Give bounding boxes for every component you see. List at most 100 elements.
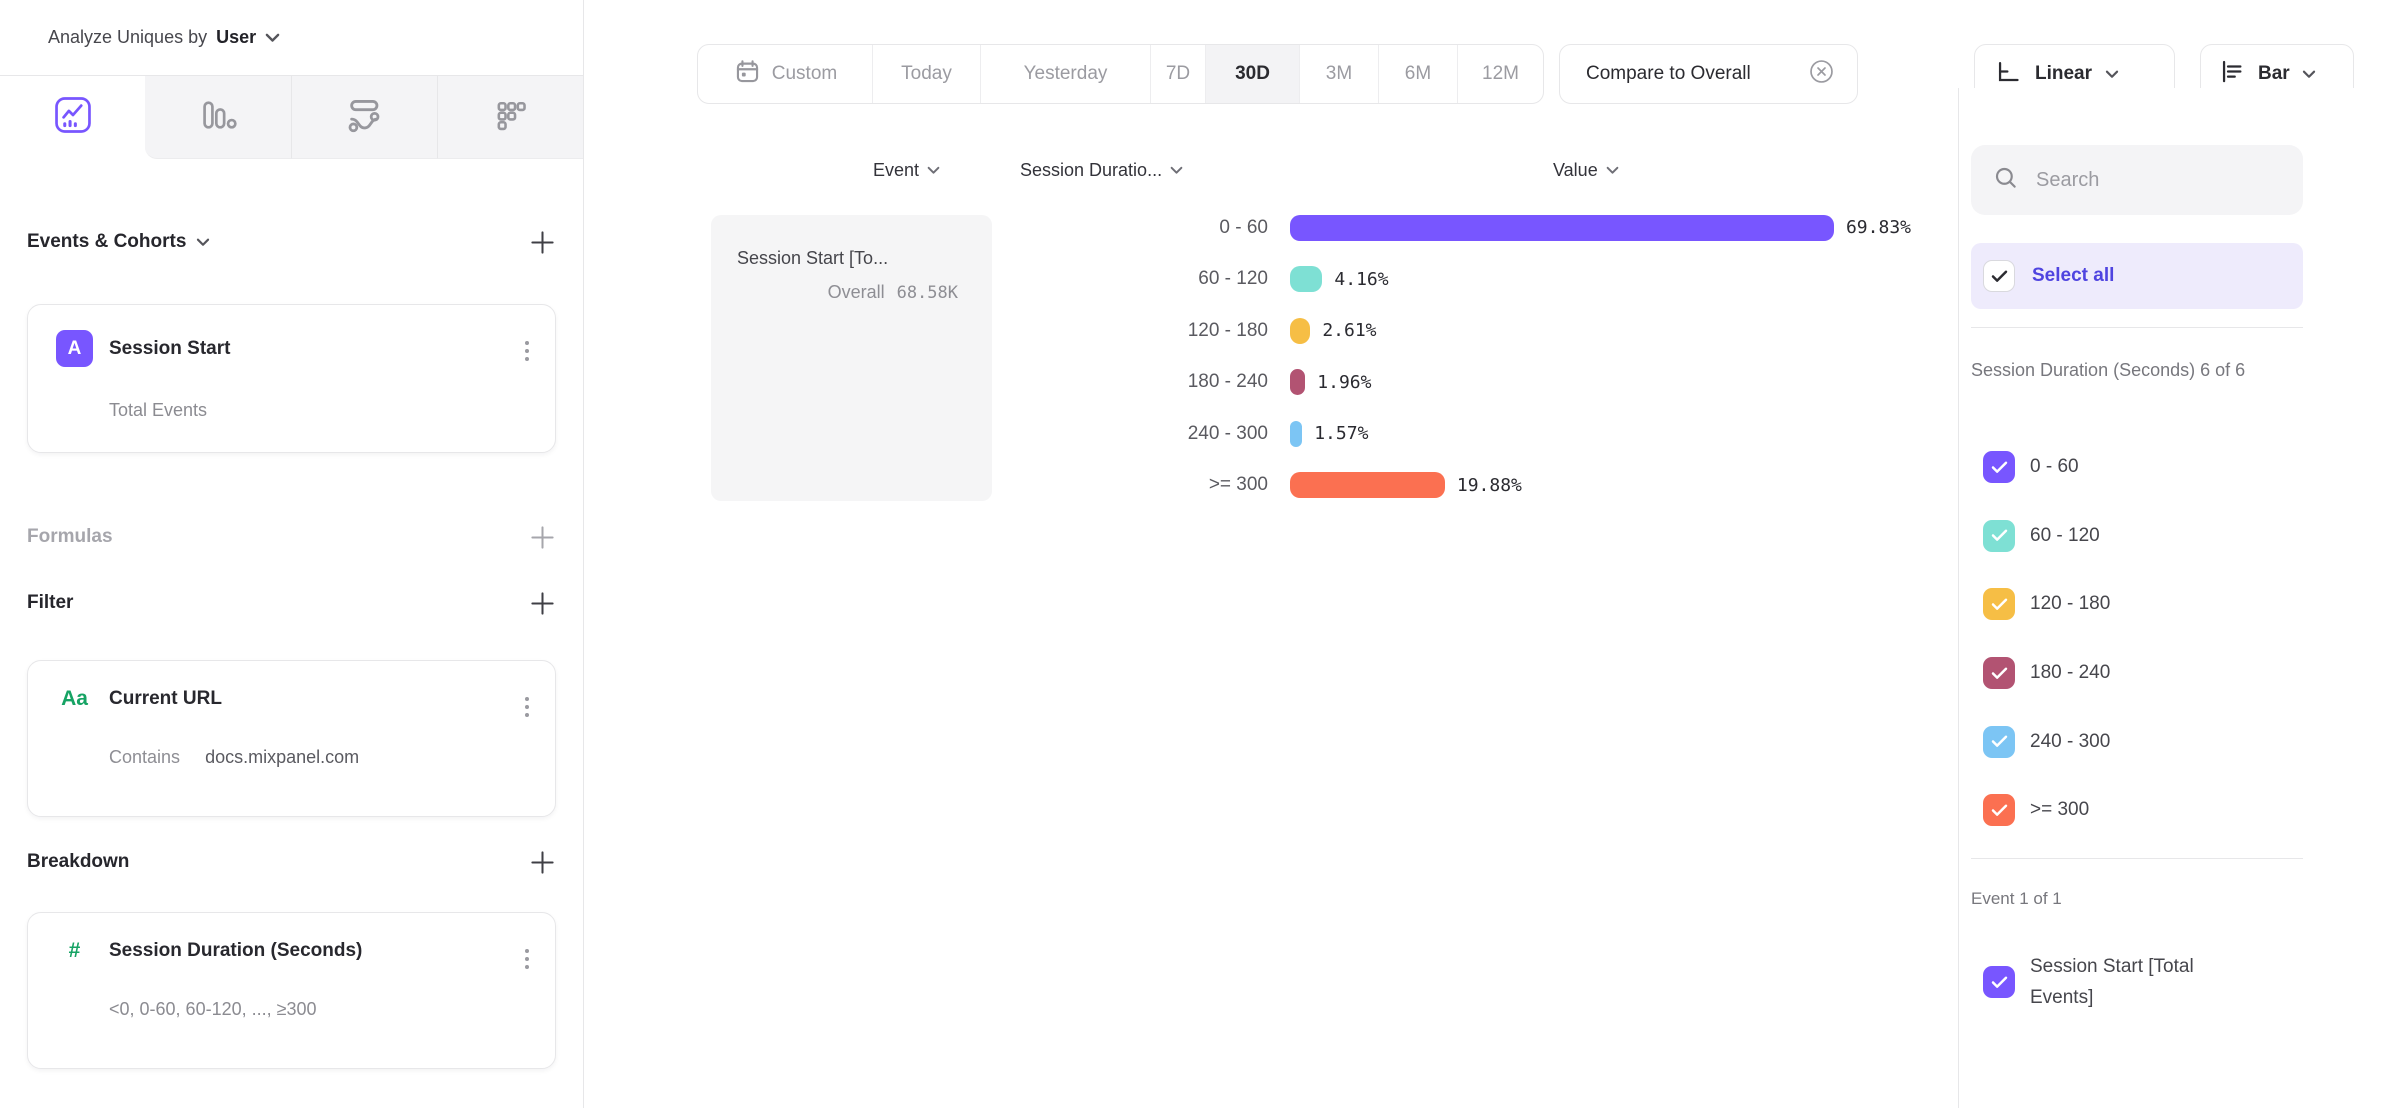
line-chart-icon xyxy=(53,95,93,140)
event-summary-title: Session Start [To... xyxy=(737,248,889,268)
legend-item[interactable]: 240 - 300 xyxy=(1971,707,2303,776)
date-range-yesterday[interactable]: Yesterday xyxy=(980,45,1150,103)
add-filter-button[interactable] xyxy=(529,590,556,617)
query-builder-sidebar: Analyze Uniques by User xyxy=(0,0,584,1108)
legend-item-label: 120 - 180 xyxy=(2030,593,2111,615)
legend-item[interactable]: 180 - 240 xyxy=(1971,639,2303,708)
value-percent-label: 1.57% xyxy=(1314,423,1369,445)
formulas-title: Formulas xyxy=(27,526,113,547)
tab-bar-chart[interactable] xyxy=(145,76,291,159)
kebab-menu-icon[interactable] xyxy=(525,949,529,969)
column-header-value[interactable]: Value xyxy=(1553,160,1619,181)
chart-row: 180 - 240 1.96% xyxy=(1060,357,1911,409)
event-card-session-start[interactable]: A Session Start Total Events xyxy=(27,304,556,453)
legend-item[interactable]: >= 300 xyxy=(1971,776,2303,845)
value-bar[interactable] xyxy=(1290,472,1445,499)
date-range-3m[interactable]: 3M xyxy=(1299,45,1378,103)
value-bar[interactable] xyxy=(1290,214,1834,241)
chart-type-selector-label: Bar xyxy=(2258,63,2290,84)
add-event-button[interactable] xyxy=(529,229,556,256)
tab-metrics[interactable] xyxy=(436,76,583,159)
date-range-30d[interactable]: 30D xyxy=(1205,45,1299,103)
breakdown-card-title: Session Duration (Seconds) xyxy=(109,940,363,961)
legend-item-checkbox[interactable] xyxy=(1983,725,2015,758)
legend-event-item[interactable]: Session Start [Total Events] xyxy=(1971,951,2291,1013)
filter-card-title: Current URL xyxy=(109,688,222,709)
date-range-12m[interactable]: 12M xyxy=(1457,45,1543,103)
filter-title: Filter xyxy=(27,592,74,613)
tab-insights-line-chart[interactable] xyxy=(0,76,145,159)
value-bar[interactable] xyxy=(1290,266,1323,293)
chevron-down-icon[interactable] xyxy=(265,33,280,43)
chevron-down-icon xyxy=(196,238,210,247)
filter-card-current-url[interactable]: Aa Current URL Contains docs.mixpanel.co… xyxy=(27,660,556,817)
value-bar[interactable] xyxy=(1290,420,1303,447)
date-range-today[interactable]: Today xyxy=(872,45,980,103)
legend-item-checkbox[interactable] xyxy=(1983,794,2015,827)
column-header-event-label: Event xyxy=(873,160,920,180)
formulas-header: Formulas xyxy=(27,522,556,552)
event-card-subtitle[interactable]: Total Events xyxy=(109,400,208,420)
select-all-checkbox[interactable] xyxy=(1983,260,2015,292)
legend-search-box[interactable] xyxy=(1971,145,2303,215)
legend-item-label: 0 - 60 xyxy=(2030,456,2079,478)
tab-flows[interactable] xyxy=(290,76,437,159)
select-all-label: Select all xyxy=(2032,265,2115,286)
column-header-event[interactable]: Event xyxy=(873,160,940,181)
legend-item-checkbox[interactable] xyxy=(1983,588,2015,621)
value-bar[interactable] xyxy=(1290,317,1311,344)
date-range-7d[interactable]: 7D xyxy=(1150,45,1205,103)
filter-operator: Contains xyxy=(109,747,181,767)
bucket-label: 180 - 240 xyxy=(1187,371,1268,393)
events-cohorts-title[interactable]: Events & Cohorts xyxy=(27,231,210,253)
legend-item[interactable]: 60 - 120 xyxy=(1971,502,2303,571)
legend-item-checkbox[interactable] xyxy=(1983,451,2015,484)
column-header-breakdown[interactable]: Session Duratio... xyxy=(1020,160,1183,181)
event-group-label: Event 1 of 1 xyxy=(1971,889,2062,908)
analyze-uniques-value-dropdown[interactable]: User xyxy=(216,27,257,47)
compare-to-overall-label: Compare to Overall xyxy=(1586,63,1751,84)
chart-type-tabstrip xyxy=(0,76,583,159)
breakdown-card-session-duration[interactable]: # Session Duration (Seconds) <0, 0-60, 6… xyxy=(27,912,556,1069)
compare-to-overall-button[interactable]: Compare to Overall xyxy=(1559,44,1858,104)
legend-event-checkbox[interactable] xyxy=(1983,966,2015,998)
breakdown-bar-chart: 0 - 60 69.83% 60 - 120 4.16% 120 - 180 2.61% 1… xyxy=(1060,202,1911,511)
value-percent-label: 19.88% xyxy=(1456,474,1522,496)
overall-value: 68.58K xyxy=(896,283,958,303)
date-range-custom[interactable]: Custom xyxy=(698,45,872,103)
remove-compare-icon[interactable] xyxy=(1808,58,1835,90)
kebab-menu-icon[interactable] xyxy=(525,341,529,361)
chart-row: 60 - 120 4.16% xyxy=(1060,254,1911,306)
date-range-label: 30D xyxy=(1235,63,1270,84)
select-all-row[interactable]: Select all xyxy=(1971,243,2303,309)
chevron-down-icon xyxy=(927,166,940,175)
legend-item-checkbox[interactable] xyxy=(1983,657,2015,690)
legend-search-input[interactable] xyxy=(2036,168,2256,192)
chevron-down-icon xyxy=(1170,166,1183,175)
chevron-down-icon xyxy=(2105,70,2119,79)
date-range-6m[interactable]: 6M xyxy=(1378,45,1457,103)
events-cohorts-header: Events & Cohorts xyxy=(27,227,556,257)
legend-item[interactable]: 120 - 180 xyxy=(1971,570,2303,639)
event-card-row: A Session Start xyxy=(28,305,555,367)
column-header-value-label: Value xyxy=(1553,160,1598,180)
legend-panel: Select all Session Duration (Seconds) 6 … xyxy=(1958,88,2398,1108)
add-formula-button[interactable] xyxy=(529,524,556,551)
legend-item-checkbox[interactable] xyxy=(1983,519,2015,552)
calendar-icon xyxy=(733,58,762,91)
legend-item[interactable]: 0 - 60 xyxy=(1971,433,2303,502)
filter-card-condition[interactable]: Contains docs.mixpanel.com xyxy=(109,747,555,768)
add-breakdown-button[interactable] xyxy=(529,849,556,876)
breakdown-card-buckets[interactable]: <0, 0-60, 60-120, ..., ≥300 xyxy=(109,999,317,1019)
overall-label: Overall xyxy=(827,282,885,302)
filter-card-row: Aa Current URL xyxy=(28,661,555,711)
legend-items-list: 0 - 60 60 - 120 120 - 180 180 - 240 240 - 30… xyxy=(1971,433,2303,845)
breakdown-group-label: Session Duration (Seconds) 6 of 6 xyxy=(1971,360,2246,380)
chart-row: >= 300 19.88% xyxy=(1060,460,1911,512)
bucket-label: >= 300 xyxy=(1208,474,1268,496)
date-range-label: 3M xyxy=(1325,63,1353,84)
legend-item-label: 240 - 300 xyxy=(2030,730,2111,752)
kebab-menu-icon[interactable] xyxy=(525,697,529,717)
value-bar[interactable] xyxy=(1290,369,1306,396)
date-range-label: Custom xyxy=(771,63,838,84)
